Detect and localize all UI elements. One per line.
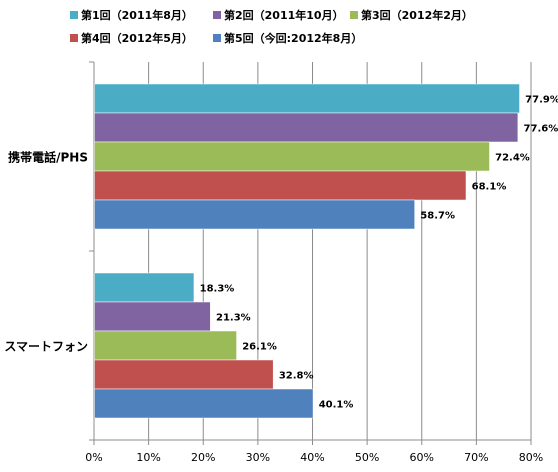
x-tick-label: 0% — [85, 451, 102, 464]
data-label: 32.8% — [279, 371, 314, 382]
x-tick-label: 30% — [246, 451, 270, 464]
legend-label: 第3回（2012年2月） — [361, 8, 473, 22]
category-label: スマートフォン — [4, 340, 88, 354]
data-label: 40.1% — [319, 400, 354, 411]
data-label: 68.1% — [472, 182, 507, 193]
bar — [94, 199, 415, 230]
bar — [94, 301, 211, 332]
bar — [94, 141, 490, 172]
bar — [94, 388, 314, 419]
legend-label: 第4回（2012年5月） — [81, 31, 193, 45]
bar — [94, 272, 195, 303]
data-label: 18.3% — [200, 284, 235, 295]
category-label: 携帯電話/PHS — [8, 150, 88, 165]
legend-swatch — [350, 11, 358, 19]
bar — [94, 112, 519, 143]
x-tick-label: 70% — [464, 451, 488, 464]
bar — [94, 359, 274, 390]
legend-swatch — [70, 11, 78, 19]
x-tick-label: 50% — [355, 451, 379, 464]
x-tick-label: 40% — [300, 451, 324, 464]
bar — [94, 330, 237, 361]
data-label: 72.4% — [495, 153, 530, 164]
bar — [94, 83, 520, 114]
data-label: 77.6% — [524, 124, 558, 135]
data-label: 26.1% — [242, 342, 277, 353]
legend-label: 第2回（2011年10月） — [224, 8, 344, 22]
x-tick-label: 10% — [136, 451, 160, 464]
legend-swatch — [213, 34, 221, 42]
x-tick-label: 60% — [410, 451, 434, 464]
bar — [94, 170, 467, 201]
data-label: 21.3% — [216, 313, 251, 324]
x-tick-label: 20% — [191, 451, 215, 464]
legend-swatch — [70, 34, 78, 42]
data-label: 77.9% — [525, 95, 558, 106]
legend-label: 第5回（今回:2012年8月） — [224, 31, 362, 45]
x-tick-label: 80% — [519, 451, 543, 464]
data-label: 58.7% — [420, 211, 455, 222]
legend-swatch — [213, 11, 221, 19]
legend-label: 第1回（2011年8月） — [81, 8, 193, 22]
